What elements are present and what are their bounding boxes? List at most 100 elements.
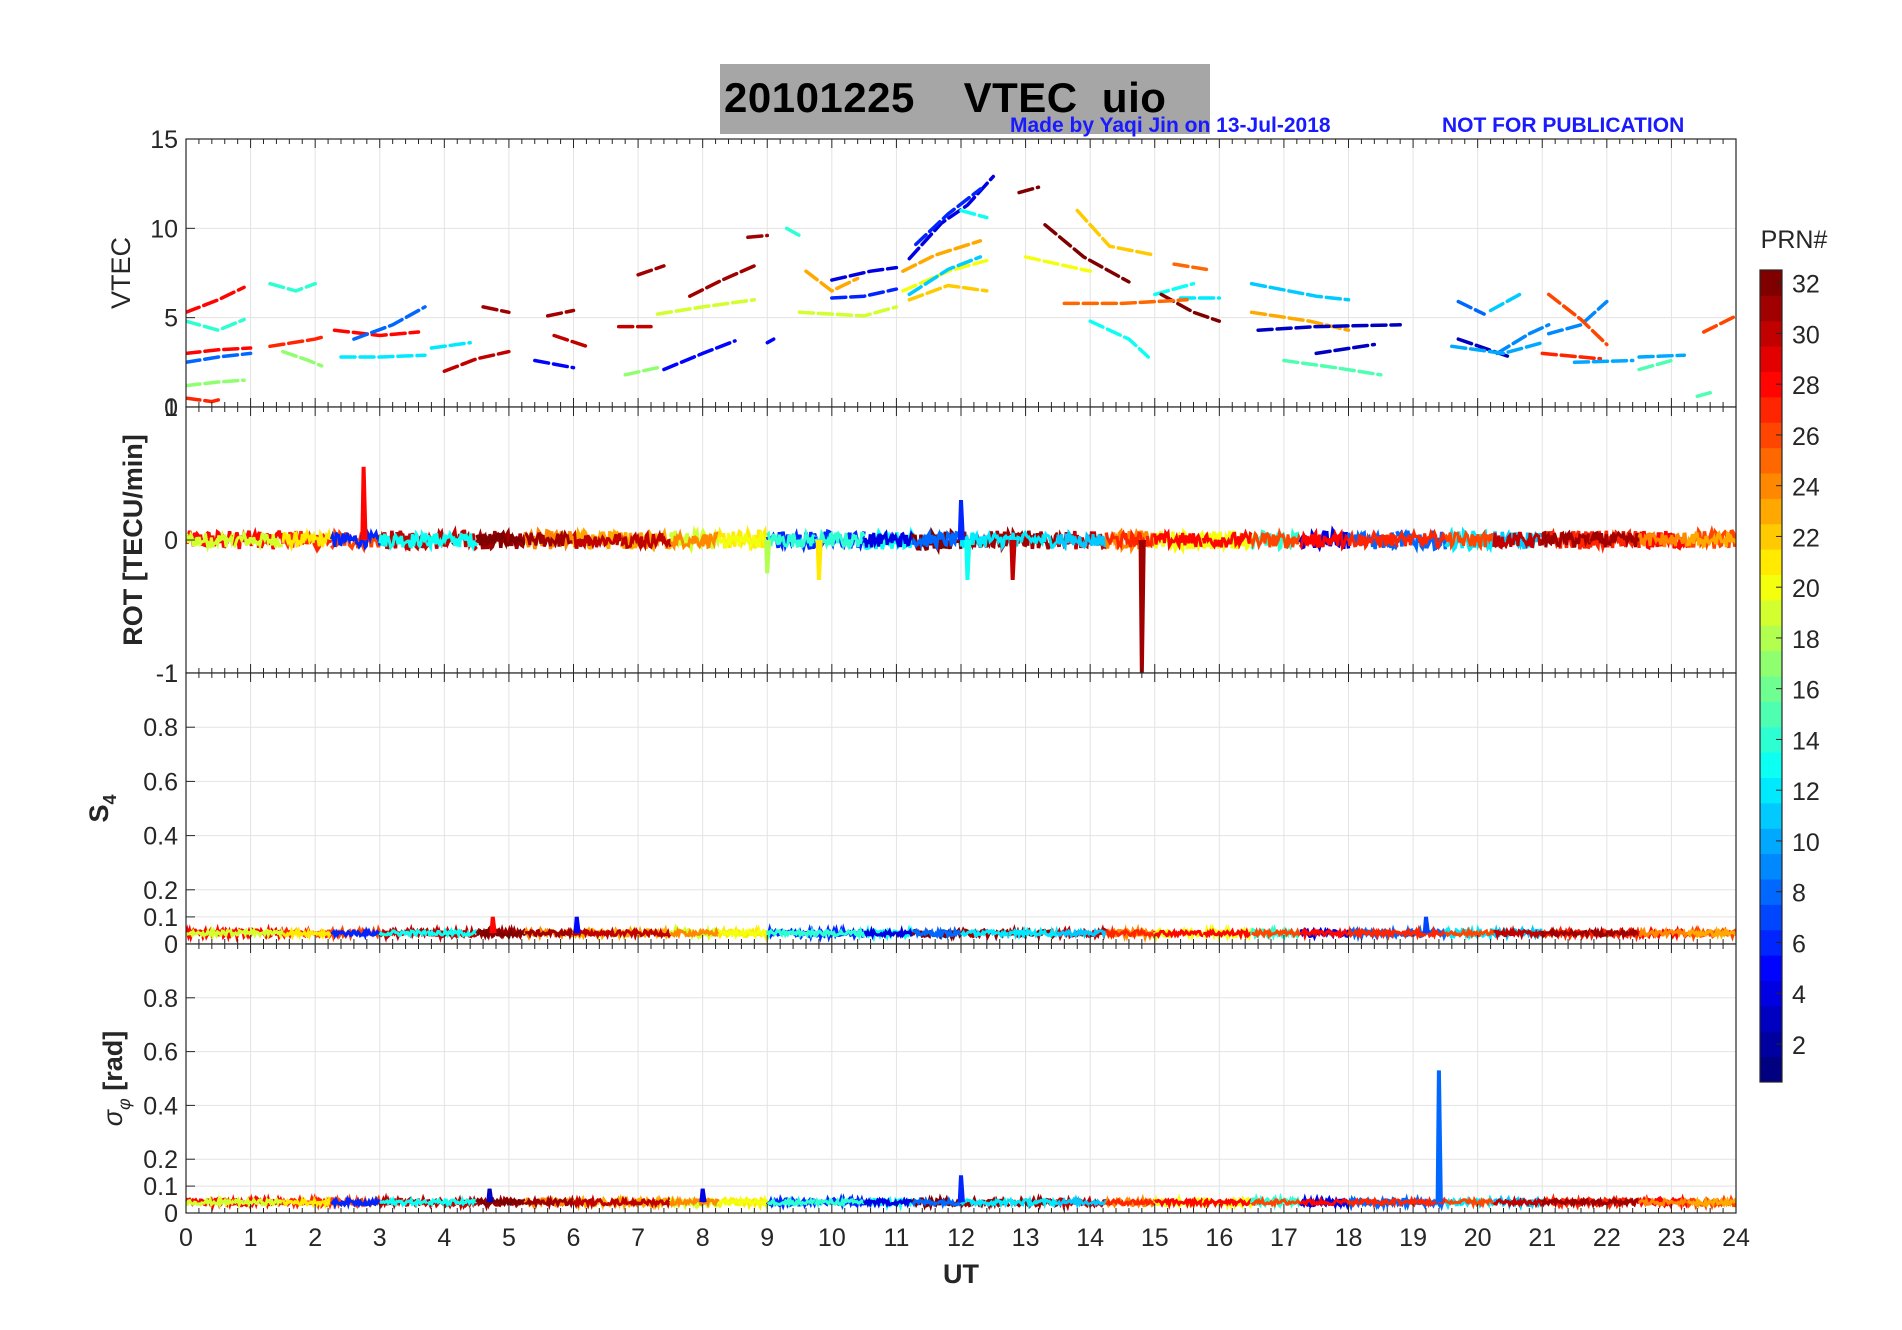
series-prn-28	[1153, 1196, 1205, 1210]
series-prn-31	[1589, 530, 1641, 549]
series-prn-13	[1153, 281, 1196, 297]
series-prn-22	[907, 283, 989, 302]
series-prn-27	[1347, 1196, 1399, 1210]
x-tick-label: 2	[308, 1224, 322, 1252]
title-date: 20101225	[724, 74, 915, 121]
colorbar-bin	[1760, 777, 1782, 804]
y-axis-label: ROT [TECU/min]	[118, 434, 148, 645]
series-prn-26	[1250, 1195, 1302, 1208]
series-prn-27	[1540, 351, 1603, 361]
x-tick-label: 15	[1141, 1224, 1169, 1252]
spike-prn-6	[957, 1175, 965, 1203]
spike-prn-13	[964, 539, 972, 580]
series-prn-14	[765, 926, 818, 941]
x-tick-label: 7	[631, 1224, 645, 1252]
series-prn-30	[442, 349, 511, 374]
series-prn-21	[281, 1195, 333, 1210]
series-prn-30	[621, 926, 672, 942]
x-tick-label: 3	[373, 1224, 387, 1252]
y-tick-label: -1	[156, 660, 178, 688]
credit-text: Made by Yaqi Jin on 13-Jul-2018	[1010, 114, 1331, 137]
data-layer	[186, 174, 1736, 404]
series-prn-13	[379, 1195, 430, 1209]
colorbar-bin	[1760, 701, 1782, 728]
series-prn-4	[862, 1196, 914, 1209]
chart-title: 20101225 VTEC uio	[724, 74, 1166, 122]
series-prn-26	[1546, 292, 1609, 347]
series-prn-31	[688, 264, 757, 298]
series-prn-8	[1346, 529, 1399, 552]
series-prn-13	[1088, 319, 1151, 359]
series-prn-17	[623, 365, 660, 377]
x-tick-label: 19	[1399, 1224, 1427, 1252]
series-prn-10	[1450, 340, 1545, 356]
notice-text: NOT FOR PUBLICATION	[1442, 114, 1685, 137]
x-tick-label: 13	[1012, 1224, 1040, 1252]
y-axis-label: σφ [rad]	[98, 1031, 134, 1127]
spike-prn-5	[573, 916, 581, 934]
series-prn-20	[1201, 530, 1254, 553]
colorbar-tick-label: 22	[1792, 524, 1820, 552]
panel-s4: 00.10.2 0.4 0.6 0.8 1 S4	[84, 660, 1737, 959]
series-prn-11	[1249, 281, 1351, 302]
colorbar-bin	[1760, 828, 1782, 855]
series-prn-31	[545, 308, 576, 318]
x-tick-label: 23	[1658, 1224, 1686, 1252]
series-prn-26	[1444, 926, 1496, 940]
series-prn-19	[186, 1194, 236, 1210]
series-prn-14	[268, 281, 317, 293]
series-prn-24	[1637, 530, 1690, 548]
series-prn-22	[1075, 208, 1157, 257]
series-prn-15	[1282, 358, 1383, 377]
series-prn-19	[655, 298, 757, 316]
series-prn-6	[830, 287, 899, 300]
x-ticks	[185, 407, 1737, 673]
series-prn-8	[1456, 299, 1486, 316]
series-prn-31	[1540, 926, 1593, 940]
x-ticks	[185, 944, 1737, 1213]
series-prn-31	[524, 529, 575, 549]
x-tick-label: 6	[567, 1224, 581, 1252]
series-prn-27	[268, 335, 324, 349]
series-prn-25	[1172, 262, 1209, 272]
series-prn-5	[662, 339, 737, 372]
colorbar-tick-label: 32	[1792, 271, 1820, 299]
data-layer	[186, 1070, 1736, 1213]
series-prn-31	[524, 1194, 575, 1211]
title-text: VTEC uio	[963, 74, 1167, 121]
colorbar-bin	[1760, 498, 1782, 525]
series-prn-26	[1701, 314, 1736, 334]
colorbar-tick-label: 28	[1792, 372, 1820, 400]
series-prn-8	[912, 925, 963, 941]
colorbar-tick-label: 6	[1792, 930, 1806, 958]
colorbar-bin	[1760, 295, 1782, 322]
series-prn-28	[1299, 1196, 1350, 1208]
colorbar-bin	[1760, 904, 1782, 931]
colorbar-tick-label: 4	[1792, 981, 1806, 1009]
series-prn-12	[959, 1196, 1011, 1209]
colorbar-bin	[1760, 422, 1782, 449]
series-prn-28	[1153, 927, 1204, 939]
x-tick-label: 16	[1205, 1224, 1233, 1252]
series-prn-24	[670, 528, 720, 552]
series-prn-24	[669, 926, 721, 940]
colorbar-tick-label: 20	[1792, 575, 1820, 603]
series-prn-15	[1637, 358, 1674, 372]
series-prn-19	[233, 926, 285, 941]
series-prn-26	[1250, 527, 1302, 551]
series-prn-28	[1299, 926, 1350, 942]
series-prn-6	[329, 527, 382, 551]
colorbar-bin	[1760, 371, 1782, 398]
series-prn-8	[186, 351, 253, 365]
x-tick-label: 5	[502, 1224, 516, 1252]
series-prn-30	[620, 1195, 672, 1209]
series-prn-14	[814, 925, 866, 941]
colorbar-bin	[1760, 955, 1782, 981]
series-prn-11	[1488, 290, 1525, 313]
series-prn-19	[186, 925, 236, 941]
series-prn-3	[1314, 342, 1377, 356]
colorbar-bin	[1760, 676, 1782, 702]
series-prn-32	[1043, 223, 1131, 284]
